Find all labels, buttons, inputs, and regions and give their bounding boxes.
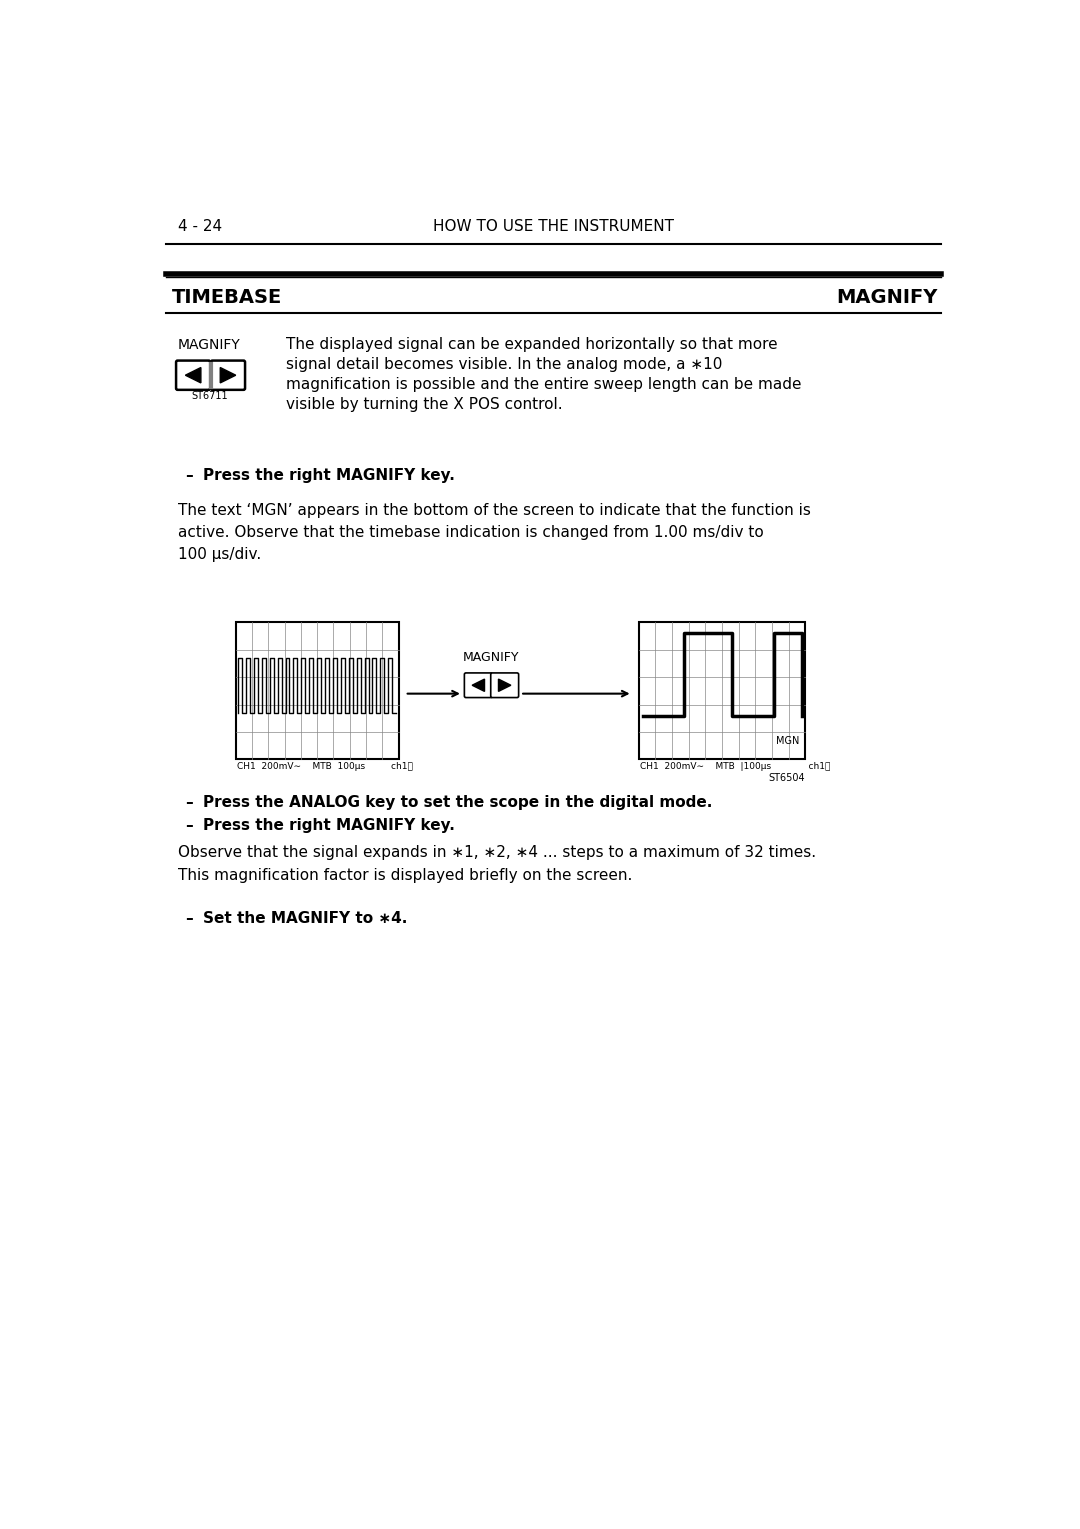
Bar: [638, 622, 806, 760]
Text: MAGNIFY: MAGNIFY: [177, 338, 241, 352]
Text: CH1  200mV∼    MTB  |100μs             ch1⎯: CH1 200mV∼ MTB |100μs ch1⎯: [640, 763, 831, 772]
Text: –: –: [186, 468, 193, 483]
Text: ST6711: ST6711: [192, 391, 229, 401]
Polygon shape: [499, 679, 511, 691]
Text: Press the right MAGNIFY key.: Press the right MAGNIFY key.: [203, 468, 455, 483]
FancyBboxPatch shape: [211, 361, 245, 390]
Text: CH1  200mV∼    MTB  100μs         ch1⎯: CH1 200mV∼ MTB 100μs ch1⎯: [238, 763, 414, 772]
Text: active. Observe that the timebase indication is changed from 1.00 ms/div to: active. Observe that the timebase indica…: [177, 524, 764, 540]
Bar: [235, 622, 399, 760]
Text: Press the right MAGNIFY key.: Press the right MAGNIFY key.: [203, 818, 455, 832]
Text: MAGNIFY: MAGNIFY: [463, 651, 519, 664]
Text: Set the MAGNIFY to ∗4.: Set the MAGNIFY to ∗4.: [203, 911, 407, 925]
Polygon shape: [472, 679, 485, 691]
Text: Observe that the signal expands in ∗1, ∗2, ∗4 ... steps to a maximum of 32 times: Observe that the signal expands in ∗1, ∗…: [177, 846, 815, 861]
Text: 100 μs/div.: 100 μs/div.: [177, 547, 261, 563]
Text: signal detail becomes visible. In the analog mode, a ∗10: signal detail becomes visible. In the an…: [286, 358, 723, 372]
Text: The displayed signal can be expanded horizontally so that more: The displayed signal can be expanded hor…: [286, 336, 778, 352]
Text: The text ‘MGN’ appears in the bottom of the screen to indicate that the function: The text ‘MGN’ appears in the bottom of …: [177, 503, 810, 518]
Text: HOW TO USE THE INSTRUMENT: HOW TO USE THE INSTRUMENT: [433, 219, 674, 234]
Text: TIMEBASE: TIMEBASE: [172, 287, 283, 307]
Text: –: –: [186, 911, 193, 925]
Text: 4 - 24: 4 - 24: [177, 219, 221, 234]
FancyBboxPatch shape: [490, 673, 518, 697]
Text: ST6504: ST6504: [769, 774, 806, 783]
Text: MAGNIFY: MAGNIFY: [836, 287, 937, 307]
Polygon shape: [186, 367, 201, 382]
Polygon shape: [220, 367, 235, 382]
Text: This magnification factor is displayed briefly on the screen.: This magnification factor is displayed b…: [177, 867, 632, 882]
FancyBboxPatch shape: [464, 673, 492, 697]
Text: visible by turning the X POS control.: visible by turning the X POS control.: [286, 398, 563, 413]
Text: MGN: MGN: [775, 735, 799, 746]
Text: –: –: [186, 795, 193, 810]
Text: –: –: [186, 818, 193, 832]
Text: magnification is possible and the entire sweep length can be made: magnification is possible and the entire…: [286, 378, 801, 391]
Text: Press the ANALOG key to set the scope in the digital mode.: Press the ANALOG key to set the scope in…: [203, 795, 713, 810]
FancyBboxPatch shape: [176, 361, 211, 390]
